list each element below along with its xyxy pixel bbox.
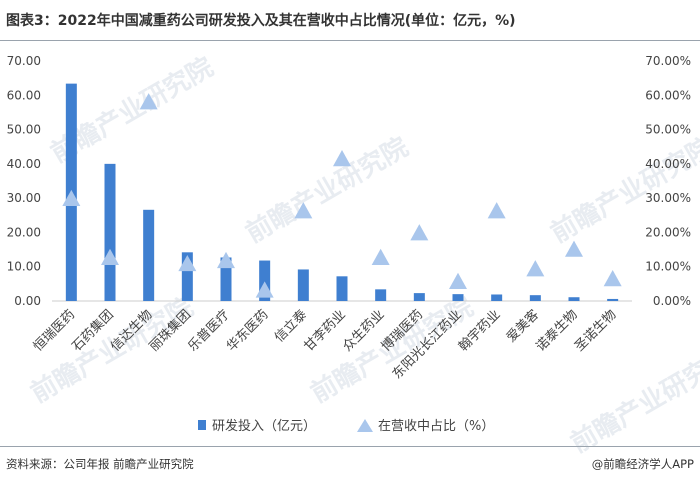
x-tick-label: 华东医药 — [224, 307, 271, 354]
y-right-tick-label: 30.00% — [645, 191, 691, 205]
x-tick-label: 爱美客 — [503, 307, 542, 346]
title-divider — [0, 40, 700, 41]
bar — [568, 297, 580, 301]
x-tick-label: 丽珠集团 — [146, 307, 194, 355]
bar — [259, 260, 271, 301]
triangle-point — [449, 272, 467, 289]
y-left-tick-label: 60.00 — [7, 88, 41, 102]
triangle-point — [487, 202, 506, 219]
y-left-tick-label: 20.00 — [7, 225, 41, 239]
y-right-tick-label: 40.00% — [645, 157, 691, 171]
y-right-tick-label: 60.00% — [645, 88, 691, 102]
x-tick-label: 东阳光长江药业 — [390, 307, 465, 382]
bar — [336, 276, 348, 301]
footer-divider — [0, 446, 700, 447]
x-tick-label: 众生药业 — [340, 307, 387, 354]
bar — [375, 289, 387, 301]
y-right-tick-label: 50.00% — [645, 123, 691, 137]
legend-bar-label: 研发投入（亿元） — [212, 418, 316, 434]
x-tick-label: 石药集团 — [69, 307, 117, 355]
page-title: 图表3：2022年中国减重药公司研发投入及其在营收中占比情况(单位：亿元，%) — [6, 13, 516, 29]
triangle-point — [603, 270, 622, 287]
x-tick-label: 恒瑞医药 — [31, 307, 78, 354]
legend-triangle-swatch — [357, 419, 373, 432]
legend-bar-swatch — [198, 420, 206, 430]
bar — [491, 294, 503, 301]
source-note: 资料来源：公司年报 前瞻产业研究院 — [6, 457, 194, 471]
bar — [297, 269, 309, 301]
bar — [607, 298, 619, 301]
y-left-tick-label: 50.00 — [7, 123, 41, 137]
triangle-point — [139, 93, 158, 110]
triangle-point — [333, 150, 351, 167]
y-right-tick-label: 20.00% — [645, 225, 691, 239]
legend-triangle-label: 在营收中占比（%） — [378, 419, 494, 434]
triangle-point — [101, 248, 119, 265]
triangle-point — [178, 254, 197, 272]
bar — [413, 293, 425, 301]
x-tick-label: 圣诺生物 — [572, 307, 619, 354]
y-left-tick-label: 0.00 — [14, 294, 41, 308]
triangle-point — [62, 189, 81, 207]
x-tick-label: 翰宇药业 — [456, 307, 503, 354]
triangle-point — [294, 202, 313, 219]
bar — [104, 163, 116, 301]
triangle-point — [526, 260, 545, 277]
y-right-tick-label: 10.00% — [645, 260, 691, 274]
triangle-point — [371, 248, 390, 265]
y-right-tick-label: 0.00% — [653, 294, 691, 308]
triangle-point — [565, 240, 583, 257]
bar — [143, 209, 155, 301]
triangle-point — [217, 251, 235, 269]
bar — [452, 294, 464, 301]
y-left-tick-label: 40.00 — [7, 157, 41, 171]
x-tick-label: 诺泰生物 — [533, 307, 580, 354]
y-left-tick-label: 30.00 — [7, 191, 41, 205]
y-left-tick-label: 70.00 — [7, 54, 41, 68]
triangle-point — [255, 281, 274, 298]
x-tick-label: 信达生物 — [108, 307, 155, 354]
brand-credit: @前瞻经济学人APP — [591, 457, 694, 471]
x-tick-label: 甘李药业 — [301, 307, 348, 354]
bar — [529, 295, 541, 301]
y-left-tick-label: 10.00 — [7, 260, 41, 274]
bar — [220, 257, 232, 301]
bar — [181, 252, 193, 301]
x-tick-label: 乐普医疗 — [185, 307, 232, 354]
triangle-point — [410, 224, 429, 241]
y-right-tick-label: 70.00% — [645, 54, 691, 68]
